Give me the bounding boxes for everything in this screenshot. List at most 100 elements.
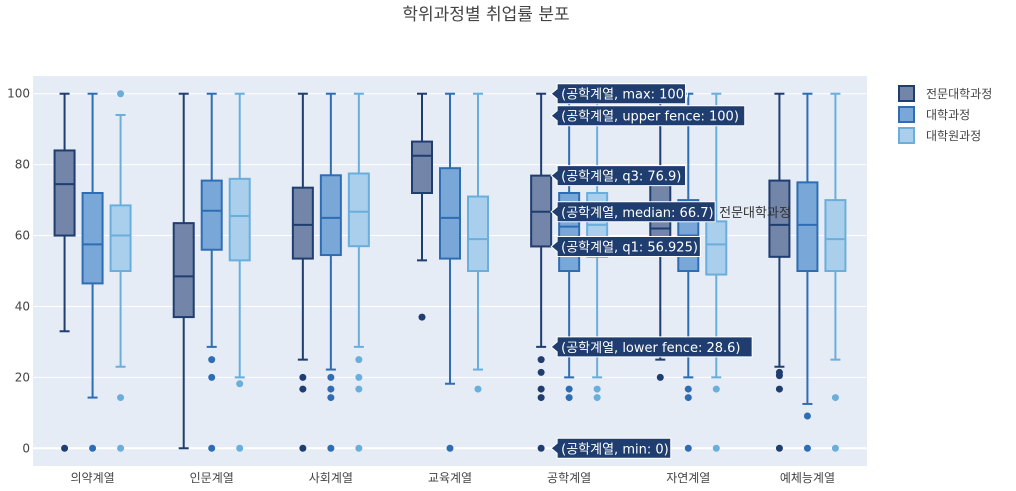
x-tick-label: 의약계열 — [70, 470, 114, 485]
legend-label: 대학과정 — [926, 108, 970, 122]
outlier-point[interactable] — [656, 373, 664, 381]
y-tick-label: 0 — [22, 441, 30, 455]
outlier-point[interactable] — [327, 444, 335, 452]
legend-item-대학원과정[interactable]: 대학원과정 — [898, 127, 981, 144]
box-iqr[interactable] — [411, 140, 433, 195]
outlier-point[interactable] — [593, 394, 601, 402]
outlier-point[interactable] — [355, 356, 363, 364]
hover-label: (공학계열, min: 0) — [550, 437, 672, 459]
box-iqr[interactable] — [768, 179, 791, 258]
box-iqr[interactable] — [53, 149, 76, 237]
outlier-point[interactable] — [236, 380, 244, 388]
hover-label-text: (공학계열, max: 100) — [561, 88, 689, 103]
y-tick-label: 20 — [15, 370, 30, 384]
box-iqr[interactable] — [109, 204, 132, 272]
outlier-point[interactable] — [684, 444, 692, 452]
box-iqr[interactable] — [705, 220, 728, 276]
box-iqr[interactable] — [228, 177, 251, 262]
box-전문대학과정-인문계열[interactable] — [172, 92, 195, 450]
box-대학과정-예체능계열[interactable] — [796, 92, 819, 452]
outlier-point[interactable] — [565, 394, 573, 402]
box-전문대학과정-교육계열[interactable] — [411, 92, 433, 321]
outlier-point[interactable] — [537, 394, 545, 402]
outlier-point[interactable] — [565, 385, 573, 393]
outlier-point[interactable] — [712, 444, 720, 452]
legend-item-전문대학과정[interactable]: 전문대학과정 — [898, 85, 992, 102]
x-axis: 의약계열 인문계열 사회계열 교육계열 공학계열 자연계열 예체능계열 — [70, 470, 835, 485]
outlier-point[interactable] — [299, 373, 307, 381]
box-iqr[interactable] — [172, 222, 195, 319]
outlier-point[interactable] — [299, 385, 307, 393]
box-대학원과정-자연계열[interactable] — [705, 92, 728, 452]
outlier-point[interactable] — [803, 412, 811, 420]
outlier-point[interactable] — [537, 444, 545, 452]
outlier-point[interactable] — [537, 356, 545, 364]
hover-label-box — [550, 201, 716, 223]
box-iqr[interactable] — [319, 174, 342, 257]
outlier-point[interactable] — [775, 444, 783, 452]
outlier-point[interactable] — [117, 90, 125, 98]
hover-label-box — [550, 336, 753, 358]
box-iqr[interactable] — [824, 199, 847, 272]
outlier-point[interactable] — [831, 444, 839, 452]
outlier-point[interactable] — [418, 313, 426, 321]
outlier-point[interactable] — [684, 385, 692, 393]
outlier-point[interactable] — [236, 444, 244, 452]
box-대학과정-인문계열[interactable] — [200, 92, 223, 452]
outlier-point[interactable] — [208, 356, 216, 364]
legend-item-대학과정[interactable]: 대학과정 — [898, 106, 970, 123]
outlier-point[interactable] — [775, 368, 783, 376]
outlier-point[interactable] — [117, 444, 125, 452]
x-tick-label: 자연계열 — [666, 471, 710, 485]
outlier-point[interactable] — [208, 444, 216, 452]
legend-swatch — [898, 85, 915, 102]
outlier-point[interactable] — [537, 368, 545, 376]
box-대학과정-교육계열[interactable] — [439, 92, 461, 452]
box-iqr[interactable] — [200, 179, 223, 251]
y-tick-label: 80 — [15, 158, 30, 172]
outlier-point[interactable] — [208, 373, 216, 381]
box-대학원과정-교육계열[interactable] — [467, 92, 489, 393]
outlier-point[interactable] — [831, 394, 839, 402]
outlier-point[interactable] — [803, 444, 811, 452]
box-대학원과정-예체능계열[interactable] — [824, 92, 847, 452]
box-iqr[interactable] — [439, 167, 461, 260]
box-iqr[interactable] — [467, 195, 489, 272]
box-전문대학과정-공학계열[interactable] — [530, 92, 553, 452]
outlier-point[interactable] — [327, 385, 335, 393]
outlier-point[interactable] — [684, 394, 692, 402]
box-iqr[interactable] — [291, 186, 314, 260]
outlier-point[interactable] — [537, 385, 545, 393]
box-iqr[interactable] — [81, 192, 104, 285]
outlier-point[interactable] — [355, 444, 363, 452]
outlier-point[interactable] — [593, 385, 601, 393]
outlier-point[interactable] — [355, 385, 363, 393]
hover-label-box — [550, 105, 746, 127]
outlier-point[interactable] — [474, 385, 482, 393]
outlier-point[interactable] — [117, 394, 125, 402]
box-전문대학과정-예체능계열[interactable] — [768, 92, 791, 452]
hover-label-text: (공학계열, q1: 56.925) — [561, 240, 698, 255]
outlier-point[interactable] — [89, 444, 97, 452]
outlier-point[interactable] — [61, 444, 69, 452]
box-전문대학과정-의약계열[interactable] — [53, 92, 76, 452]
hover-label-box — [550, 235, 701, 257]
box-전문대학과정-사회계열[interactable] — [291, 92, 314, 452]
outlier-point[interactable] — [299, 444, 307, 452]
outlier-point[interactable] — [327, 394, 335, 402]
outlier-point[interactable] — [775, 385, 783, 393]
y-tick-label: 40 — [15, 299, 30, 313]
outlier-point[interactable] — [446, 444, 454, 452]
box-대학과정-의약계열[interactable] — [81, 92, 104, 452]
outlier-point[interactable] — [355, 373, 363, 381]
box-대학원과정-의약계열[interactable] — [109, 90, 132, 452]
outlier-point[interactable] — [712, 385, 720, 393]
box-대학원과정-인문계열[interactable] — [228, 92, 251, 452]
box-대학원과정-사회계열[interactable] — [347, 92, 370, 452]
box-대학과정-사회계열[interactable] — [319, 92, 342, 452]
box-iqr[interactable] — [796, 181, 819, 272]
box-iqr[interactable] — [347, 172, 370, 248]
outlier-point[interactable] — [327, 373, 335, 381]
hover-label: (공학계열, median: 66.7) — [550, 201, 716, 223]
